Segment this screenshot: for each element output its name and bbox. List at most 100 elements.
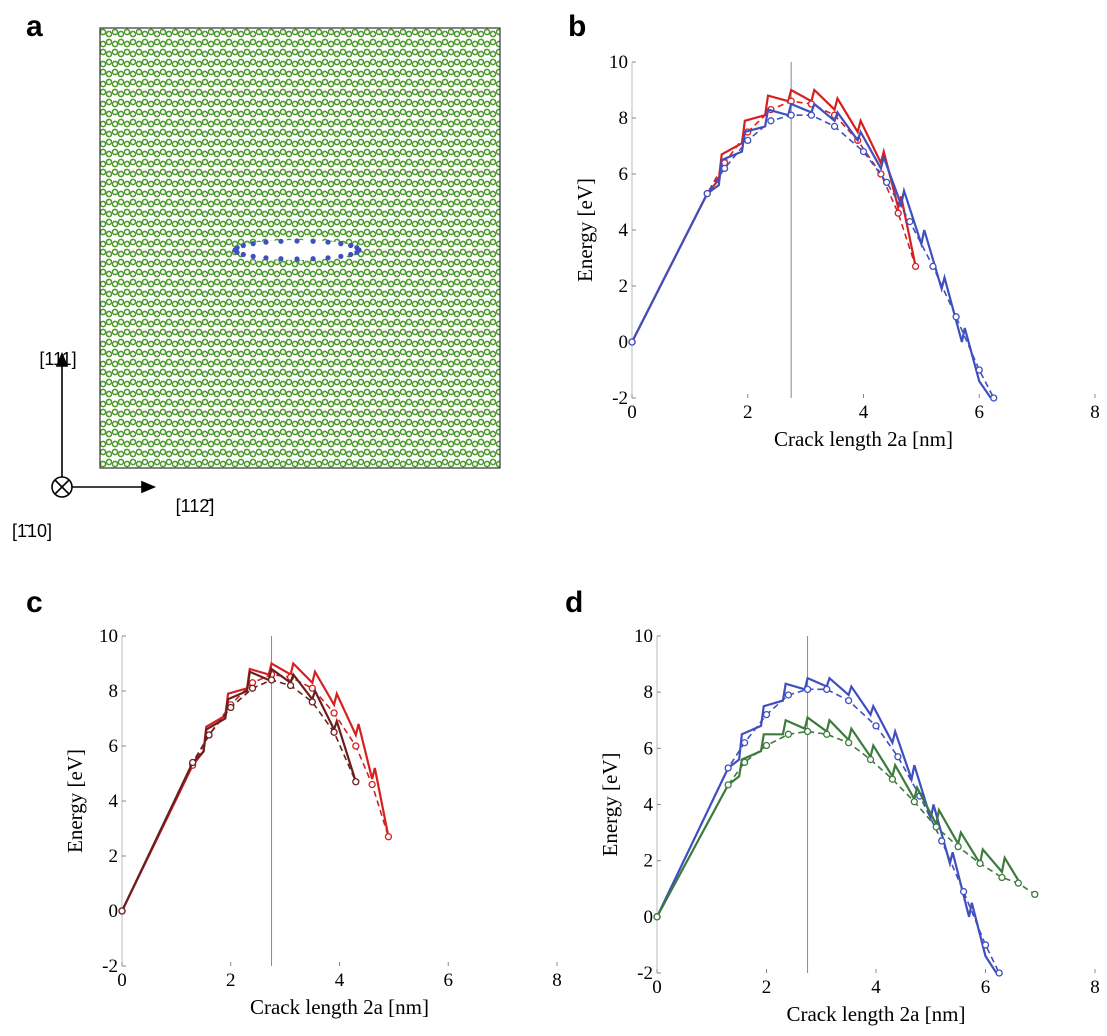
x-tick-label: 6 bbox=[981, 977, 991, 998]
crack-atom bbox=[354, 245, 360, 251]
crack-atom bbox=[325, 239, 331, 245]
x-axis-label: Crack length 2a [nm] bbox=[250, 995, 429, 1019]
data-point bbox=[938, 837, 946, 845]
data-point bbox=[787, 111, 795, 119]
data-point bbox=[740, 739, 749, 747]
crack-atom bbox=[348, 251, 354, 258]
crack-atom bbox=[310, 238, 316, 244]
data-point bbox=[894, 753, 902, 761]
data-point bbox=[703, 189, 711, 198]
data-point bbox=[1031, 890, 1039, 899]
y-tick-label: 10 bbox=[634, 626, 653, 647]
data-point bbox=[724, 781, 732, 789]
crack-hole bbox=[235, 240, 359, 260]
data-point bbox=[803, 727, 812, 736]
series-line bbox=[656, 730, 1036, 918]
y-tick-label: 10 bbox=[99, 626, 118, 647]
series-line bbox=[121, 667, 357, 912]
data-point bbox=[1014, 879, 1022, 887]
y-tick-label: 6 bbox=[619, 164, 629, 185]
data-point bbox=[910, 798, 918, 806]
x-tick-label: 6 bbox=[444, 970, 454, 991]
x-tick-label: 8 bbox=[1090, 402, 1100, 423]
y-tick-label: 2 bbox=[619, 276, 629, 297]
data-point bbox=[803, 685, 812, 694]
y-tick-label: -2 bbox=[102, 956, 118, 977]
crack-atom bbox=[250, 253, 256, 259]
data-point bbox=[784, 691, 793, 699]
data-point bbox=[762, 710, 771, 719]
crack-atom bbox=[250, 241, 256, 247]
x-tick-label: 0 bbox=[652, 977, 662, 998]
data-point bbox=[995, 969, 1003, 977]
data-point bbox=[844, 696, 853, 705]
data-point bbox=[744, 136, 752, 145]
series-line bbox=[656, 676, 998, 974]
axes-triad bbox=[51, 351, 157, 498]
data-point bbox=[267, 676, 276, 684]
y-tick-label: 4 bbox=[109, 791, 119, 812]
panel-label: b bbox=[568, 10, 586, 43]
data-point bbox=[352, 778, 360, 786]
axis-label: [1̄10] bbox=[12, 521, 52, 541]
axis-label: [111] bbox=[39, 349, 76, 369]
data-point bbox=[929, 262, 937, 271]
y-tick-label: 2 bbox=[644, 851, 654, 872]
data-point bbox=[330, 728, 338, 736]
data-point bbox=[205, 731, 213, 739]
series-line bbox=[631, 102, 992, 399]
crack-atom bbox=[348, 242, 354, 249]
data-point bbox=[954, 842, 962, 851]
data-point bbox=[830, 122, 839, 131]
data-point bbox=[932, 823, 940, 831]
data-point bbox=[724, 764, 732, 772]
series-line bbox=[121, 673, 390, 912]
crack-atom bbox=[240, 251, 246, 258]
x-tick-label: 4 bbox=[335, 970, 345, 991]
data-point bbox=[189, 758, 197, 767]
y-axis-label: Energy [eV] bbox=[63, 749, 87, 853]
crack-atom bbox=[234, 245, 240, 251]
crack-atom bbox=[278, 256, 284, 262]
crack-atom bbox=[354, 249, 360, 255]
data-point bbox=[998, 873, 1006, 882]
crack-atom bbox=[338, 253, 344, 259]
data-point bbox=[823, 730, 831, 738]
data-point bbox=[653, 913, 661, 921]
data-point bbox=[888, 775, 897, 783]
y-tick-label: 0 bbox=[109, 901, 119, 922]
y-tick-label: 2 bbox=[109, 846, 119, 867]
y-tick-label: 4 bbox=[644, 795, 654, 816]
x-tick-label: 0 bbox=[117, 970, 127, 991]
x-tick-label: 4 bbox=[871, 977, 881, 998]
data-point bbox=[959, 887, 968, 896]
data-point bbox=[740, 758, 749, 767]
data-point bbox=[823, 685, 831, 694]
data-point bbox=[330, 709, 338, 717]
panel-label: c bbox=[26, 586, 43, 619]
y-tick-label: 4 bbox=[619, 220, 629, 241]
data-point bbox=[990, 394, 998, 402]
data-point bbox=[352, 742, 360, 750]
crack bbox=[232, 238, 362, 262]
data-point bbox=[368, 780, 376, 789]
data-point bbox=[975, 366, 983, 374]
y-tick-label: 0 bbox=[644, 907, 654, 928]
x-tick-label: 2 bbox=[226, 970, 236, 991]
data-point bbox=[762, 741, 771, 750]
crack-atom bbox=[338, 241, 344, 247]
data-point bbox=[981, 941, 990, 949]
data-point bbox=[308, 684, 316, 692]
y-axis-label: Energy [eV] bbox=[598, 753, 622, 857]
y-tick-label: 6 bbox=[644, 738, 654, 759]
data-point bbox=[784, 730, 793, 738]
data-point bbox=[384, 833, 393, 841]
y-axis-label: Energy [eV] bbox=[573, 178, 597, 282]
series-line bbox=[631, 114, 995, 399]
x-tick-label: 6 bbox=[975, 402, 985, 423]
crack-atom bbox=[263, 239, 269, 245]
y-tick-label: -2 bbox=[637, 963, 653, 984]
data-point bbox=[286, 681, 295, 690]
data-point bbox=[767, 117, 775, 125]
